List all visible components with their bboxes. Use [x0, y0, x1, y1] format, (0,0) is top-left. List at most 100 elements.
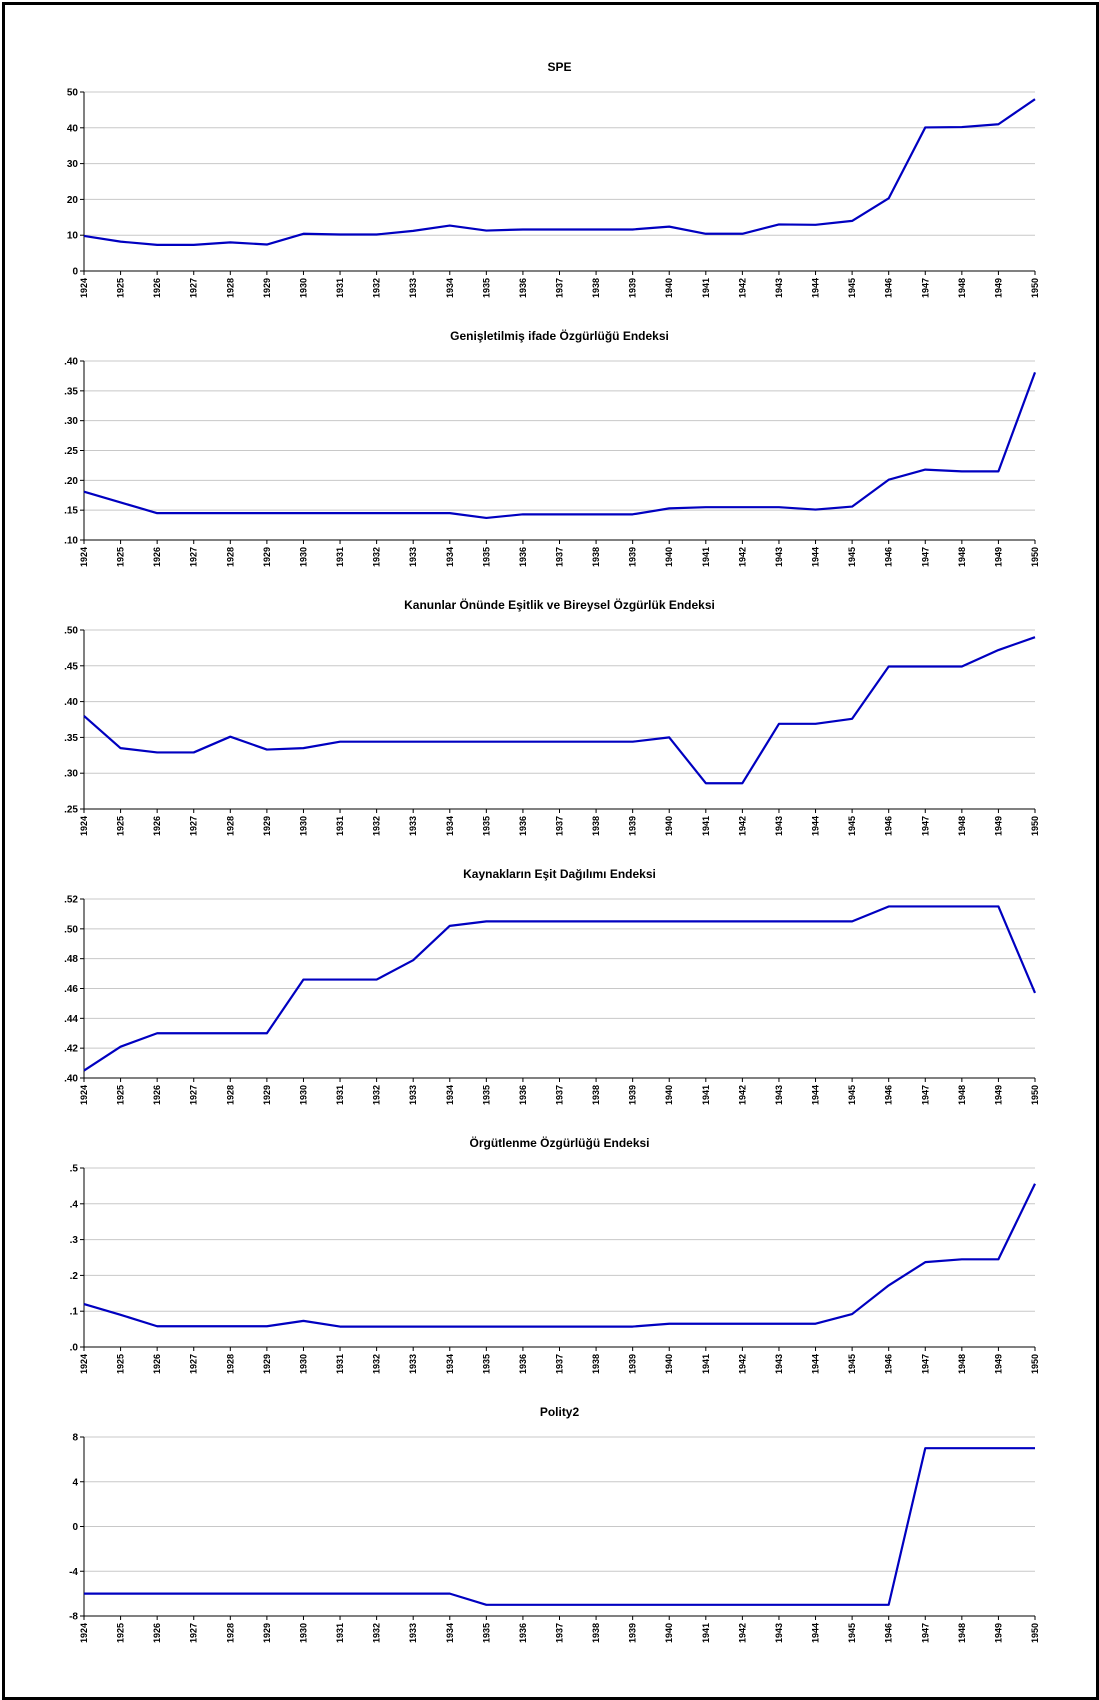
y-tick-label: -4: [69, 1567, 78, 1578]
x-tick-label: 1938: [591, 1354, 601, 1374]
x-tick-label: 1941: [701, 1354, 711, 1374]
x-tick-label: 1948: [957, 1354, 967, 1374]
x-tick-label: 1932: [372, 547, 382, 567]
y-tick-label: 0: [72, 1522, 78, 1533]
x-tick-label: 1935: [481, 1085, 491, 1105]
chart-panel-2: Genişletilmiş ifade Özgürlüğü Endeksi .10…: [64, 328, 1040, 567]
x-tick-label: 1927: [189, 278, 199, 298]
x-tick-label: 1939: [628, 1085, 638, 1105]
y-tick-label: .10: [64, 536, 78, 547]
x-tick-label: 1937: [555, 278, 565, 298]
x-tick-label: 1930: [298, 278, 308, 298]
x-tick-label: 1944: [811, 1085, 821, 1105]
x-tick-label: 1936: [518, 547, 528, 567]
x-tick-label: 1927: [189, 1085, 199, 1105]
x-tick-label: 1936: [518, 1085, 528, 1105]
x-tick-label: 1930: [298, 1623, 308, 1643]
x-tick-label: 1946: [884, 816, 894, 836]
y-tick-label: .2: [70, 1271, 79, 1282]
x-tick-label: 1931: [335, 816, 345, 836]
x-tick-label: 1948: [957, 1623, 967, 1643]
x-tick-label: 1928: [225, 1623, 235, 1643]
x-tick-label: 1943: [774, 1623, 784, 1643]
x-tick-label: 1945: [847, 547, 857, 567]
y-tick-label: .48: [64, 954, 78, 965]
y-tick-label: .30: [64, 769, 78, 780]
x-tick-label: 1937: [555, 547, 565, 567]
x-tick-label: 1930: [298, 547, 308, 567]
x-tick-label: 1937: [555, 1354, 565, 1374]
x-tick-label: 1927: [189, 1354, 199, 1374]
x-tick-label: 1929: [262, 1623, 272, 1643]
x-tick-label: 1940: [664, 816, 674, 836]
x-tick-label: 1929: [262, 547, 272, 567]
x-tick-label: 1944: [811, 816, 821, 836]
x-tick-label: 1929: [262, 816, 272, 836]
x-tick-label: 1934: [445, 547, 455, 567]
chart-panel-1: SPE 0 10 20 30 40 50 1924 1925 1926 1927 1928 1929 19…: [67, 60, 1040, 298]
y-tick-label: .1: [70, 1307, 79, 1318]
x-tick-label: 1947: [920, 278, 930, 298]
x-tick-label: 1940: [664, 1085, 674, 1105]
y-tick-label: 4: [72, 1477, 78, 1488]
chart-panel-6: Polity2 -8 -4 0 4 8 1924 1925 1926 1927 1928 1929 19…: [69, 1405, 1040, 1643]
x-tick-label: 1936: [518, 1623, 528, 1643]
x-tick-label: 1939: [628, 1354, 638, 1374]
x-tick-label: 1926: [152, 278, 162, 298]
x-tick-label: 1933: [408, 1354, 418, 1374]
x-tick-label: 1932: [372, 278, 382, 298]
chart-title: Polity2: [540, 1405, 580, 1419]
x-tick-label: 1939: [628, 547, 638, 567]
series-line: [83, 905, 1037, 1072]
x-tick-label: 1926: [152, 547, 162, 567]
chart-title: Kaynakların Eşit Dağılımı Endeksi: [463, 867, 656, 881]
y-tick-label: .46: [64, 984, 78, 995]
y-tick-label: -8: [69, 1612, 78, 1623]
series-line: [84, 1447, 1035, 1606]
x-tick-label: 1935: [481, 1623, 491, 1643]
chart-title: Örgütlenme Özgürlüğü Endeksi: [469, 1135, 649, 1150]
series-line: [83, 1183, 1036, 1328]
x-tick-label: 1944: [811, 278, 821, 298]
chart-title: SPE: [547, 60, 571, 74]
x-tick-label: 1944: [811, 1623, 821, 1643]
x-tick-label: 1924: [79, 1354, 89, 1374]
x-tick-label: 1941: [701, 278, 711, 298]
x-tick-label: 1948: [957, 1085, 967, 1105]
y-tick-label: .30: [64, 416, 78, 427]
x-tick-label: 1950: [1030, 547, 1040, 567]
x-tick-label: 1924: [79, 547, 89, 567]
x-tick-label: 1945: [847, 816, 857, 836]
x-tick-label: 1938: [591, 547, 601, 567]
x-tick-label: 1928: [225, 547, 235, 567]
x-tick-label: 1927: [189, 547, 199, 567]
x-tick-label: 1930: [298, 1085, 308, 1105]
series-line: [83, 636, 1036, 785]
x-tick-label: 1950: [1030, 1623, 1040, 1643]
x-tick-label: 1949: [993, 547, 1003, 567]
y-tick-label: .25: [64, 805, 78, 816]
x-tick-label: 1943: [774, 547, 784, 567]
x-tick-label: 1941: [701, 1623, 711, 1643]
x-tick-label: 1935: [481, 1354, 491, 1374]
x-tick-label: 1949: [993, 278, 1003, 298]
x-tick-label: 1925: [116, 278, 126, 298]
x-tick-label: 1943: [774, 816, 784, 836]
y-tick-label: 0: [72, 267, 78, 278]
x-tick-label: 1941: [701, 1085, 711, 1105]
y-tick-label: .35: [64, 733, 78, 744]
x-tick-label: 1928: [225, 816, 235, 836]
chart-title: Kanunlar Önünde Eşitlik ve Bireysel Özgü…: [404, 597, 715, 612]
x-tick-label: 1946: [884, 1354, 894, 1374]
x-tick-label: 1935: [481, 816, 491, 836]
x-tick-label: 1940: [664, 278, 674, 298]
y-tick-label: .5: [70, 1164, 79, 1175]
x-tick-label: 1926: [152, 1354, 162, 1374]
x-tick-label: 1926: [152, 1623, 162, 1643]
x-tick-label: 1938: [591, 816, 601, 836]
x-tick-label: 1945: [847, 1623, 857, 1643]
y-tick-label: 40: [67, 123, 79, 134]
x-tick-label: 1926: [152, 1085, 162, 1105]
chart-panel-4: Kaynakların Eşit Dağılımı Endeksi .40 .42.…: [64, 867, 1040, 1105]
x-tick-label: 1924: [79, 1623, 89, 1643]
